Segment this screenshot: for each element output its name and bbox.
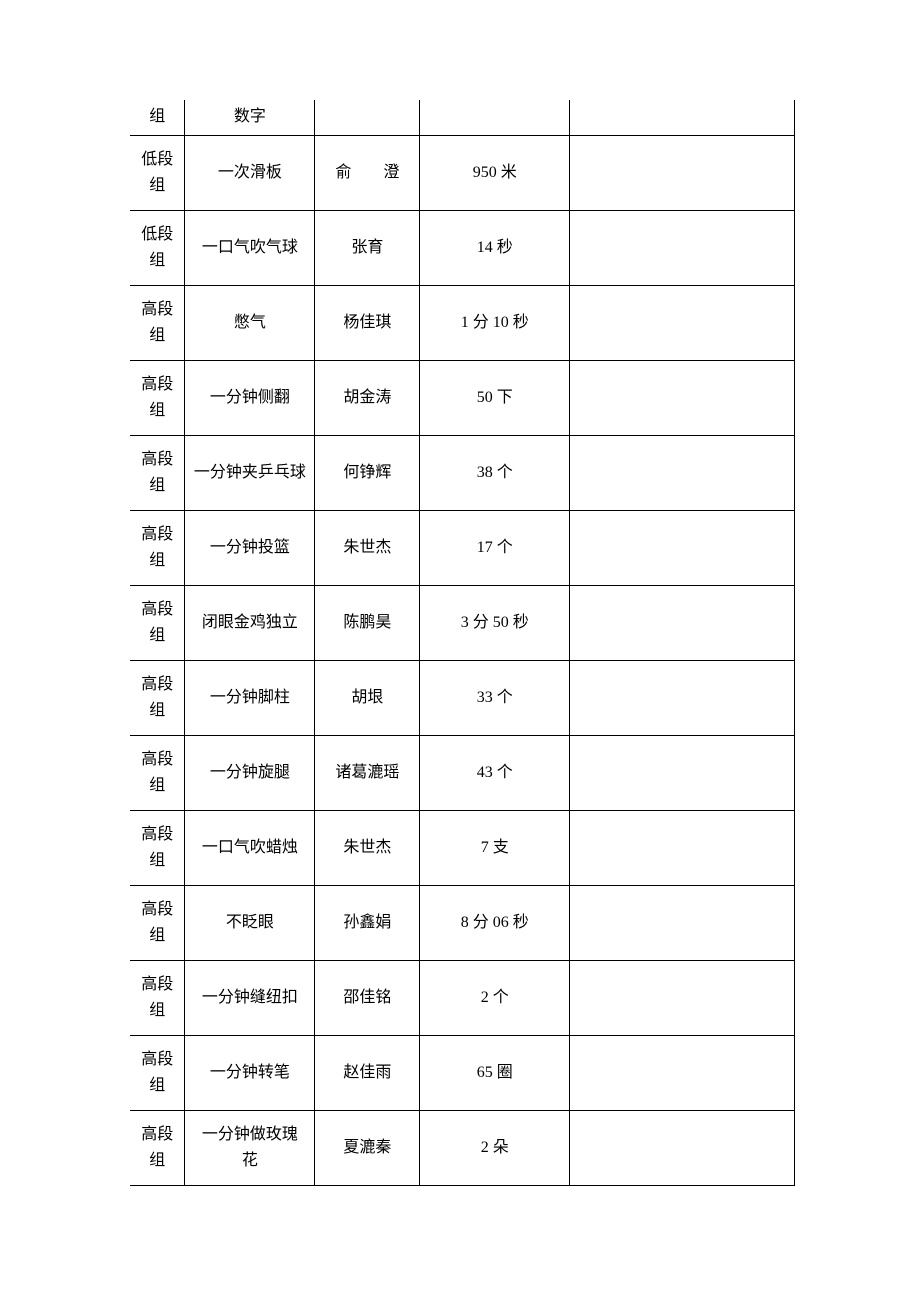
cell-group: 高段组 bbox=[130, 810, 185, 885]
cell-group: 高段组 bbox=[130, 1035, 185, 1110]
cell-score: 65 圈 bbox=[420, 1035, 570, 1110]
cell-group: 高段组 bbox=[130, 360, 185, 435]
cell-event: 一分钟脚柱 bbox=[185, 660, 315, 735]
cell-event: 一分钟做玫瑰花 bbox=[185, 1110, 315, 1185]
cell-name: 孙鑫娟 bbox=[315, 885, 420, 960]
cell-score: 43 个 bbox=[420, 735, 570, 810]
cell-group: 低段组 bbox=[130, 135, 185, 210]
cell-note bbox=[570, 735, 795, 810]
cell-name: 邵佳铭 bbox=[315, 960, 420, 1035]
table-body: 组数字低段组一次滑板俞 澄950 米低段组一口气吹气球张育14 秒高段组憋气杨佳… bbox=[130, 100, 795, 1185]
cell-group: 低段组 bbox=[130, 210, 185, 285]
cell-note bbox=[570, 1110, 795, 1185]
cell-group: 高段组 bbox=[130, 1110, 185, 1185]
cell-score: 950 米 bbox=[420, 135, 570, 210]
cell-group: 高段组 bbox=[130, 510, 185, 585]
cell-name: 何铮辉 bbox=[315, 435, 420, 510]
table-row: 高段组一分钟转笔赵佳雨65 圈 bbox=[130, 1035, 795, 1110]
cell-name: 赵佳雨 bbox=[315, 1035, 420, 1110]
cell-group: 高段组 bbox=[130, 885, 185, 960]
cell-note bbox=[570, 360, 795, 435]
cell-score: 8 分 06 秒 bbox=[420, 885, 570, 960]
table-row: 高段组一分钟侧翻胡金涛50 下 bbox=[130, 360, 795, 435]
cell-note bbox=[570, 135, 795, 210]
table-row: 高段组一分钟缝纽扣邵佳铭2 个 bbox=[130, 960, 795, 1035]
cell-event: 一分钟转笔 bbox=[185, 1035, 315, 1110]
cell-score: 33 个 bbox=[420, 660, 570, 735]
cell-event: 数字 bbox=[185, 100, 315, 135]
cell-name bbox=[315, 100, 420, 135]
cell-score: 3 分 50 秒 bbox=[420, 585, 570, 660]
cell-event: 一分钟侧翻 bbox=[185, 360, 315, 435]
cell-name: 胡金涛 bbox=[315, 360, 420, 435]
cell-event: 一口气吹气球 bbox=[185, 210, 315, 285]
cell-event: 一分钟缝纽扣 bbox=[185, 960, 315, 1035]
table-row: 高段组一分钟做玫瑰花夏漉秦2 朵 bbox=[130, 1110, 795, 1185]
cell-note bbox=[570, 1035, 795, 1110]
table-row: 高段组憋气杨佳琪1 分 10 秒 bbox=[130, 285, 795, 360]
cell-event: 一分钟旋腿 bbox=[185, 735, 315, 810]
cell-note bbox=[570, 100, 795, 135]
table-row: 高段组一分钟投篮朱世杰17 个 bbox=[130, 510, 795, 585]
cell-score: 2 个 bbox=[420, 960, 570, 1035]
cell-name: 杨佳琪 bbox=[315, 285, 420, 360]
cell-score: 17 个 bbox=[420, 510, 570, 585]
table-row: 高段组一分钟夹乒乓球何铮辉38 个 bbox=[130, 435, 795, 510]
cell-note bbox=[570, 510, 795, 585]
cell-event: 一分钟投篮 bbox=[185, 510, 315, 585]
cell-event: 不眨眼 bbox=[185, 885, 315, 960]
cell-group: 高段组 bbox=[130, 435, 185, 510]
table-row: 高段组一口气吹蜡烛朱世杰7 支 bbox=[130, 810, 795, 885]
cell-score: 14 秒 bbox=[420, 210, 570, 285]
cell-note bbox=[570, 435, 795, 510]
cell-name: 俞 澄 bbox=[315, 135, 420, 210]
cell-note bbox=[570, 585, 795, 660]
cell-score: 1 分 10 秒 bbox=[420, 285, 570, 360]
cell-group: 组 bbox=[130, 100, 185, 135]
cell-name: 诸葛漉瑶 bbox=[315, 735, 420, 810]
cell-event: 一次滑板 bbox=[185, 135, 315, 210]
table-row: 高段组一分钟旋腿诸葛漉瑶43 个 bbox=[130, 735, 795, 810]
table-row: 高段组闭眼金鸡独立陈鹏昊3 分 50 秒 bbox=[130, 585, 795, 660]
table-row: 组数字 bbox=[130, 100, 795, 135]
cell-score: 50 下 bbox=[420, 360, 570, 435]
cell-name: 陈鹏昊 bbox=[315, 585, 420, 660]
table-row: 高段组不眨眼孙鑫娟8 分 06 秒 bbox=[130, 885, 795, 960]
cell-event: 一分钟夹乒乓球 bbox=[185, 435, 315, 510]
cell-note bbox=[570, 960, 795, 1035]
records-table: 组数字低段组一次滑板俞 澄950 米低段组一口气吹气球张育14 秒高段组憋气杨佳… bbox=[130, 100, 795, 1186]
cell-name: 胡垠 bbox=[315, 660, 420, 735]
cell-group: 高段组 bbox=[130, 585, 185, 660]
cell-score: 7 支 bbox=[420, 810, 570, 885]
cell-group: 高段组 bbox=[130, 285, 185, 360]
cell-name: 朱世杰 bbox=[315, 510, 420, 585]
cell-score bbox=[420, 100, 570, 135]
cell-note bbox=[570, 285, 795, 360]
cell-note bbox=[570, 810, 795, 885]
table-row: 高段组一分钟脚柱胡垠33 个 bbox=[130, 660, 795, 735]
cell-name: 夏漉秦 bbox=[315, 1110, 420, 1185]
cell-group: 高段组 bbox=[130, 735, 185, 810]
cell-note bbox=[570, 660, 795, 735]
cell-note bbox=[570, 885, 795, 960]
cell-score: 2 朵 bbox=[420, 1110, 570, 1185]
cell-note bbox=[570, 210, 795, 285]
cell-event: 憋气 bbox=[185, 285, 315, 360]
cell-name: 张育 bbox=[315, 210, 420, 285]
cell-group: 高段组 bbox=[130, 660, 185, 735]
records-table-container: 组数字低段组一次滑板俞 澄950 米低段组一口气吹气球张育14 秒高段组憋气杨佳… bbox=[130, 100, 795, 1186]
cell-event: 闭眼金鸡独立 bbox=[185, 585, 315, 660]
cell-event: 一口气吹蜡烛 bbox=[185, 810, 315, 885]
table-row: 低段组一次滑板俞 澄950 米 bbox=[130, 135, 795, 210]
table-row: 低段组一口气吹气球张育14 秒 bbox=[130, 210, 795, 285]
cell-name: 朱世杰 bbox=[315, 810, 420, 885]
cell-score: 38 个 bbox=[420, 435, 570, 510]
cell-group: 高段组 bbox=[130, 960, 185, 1035]
